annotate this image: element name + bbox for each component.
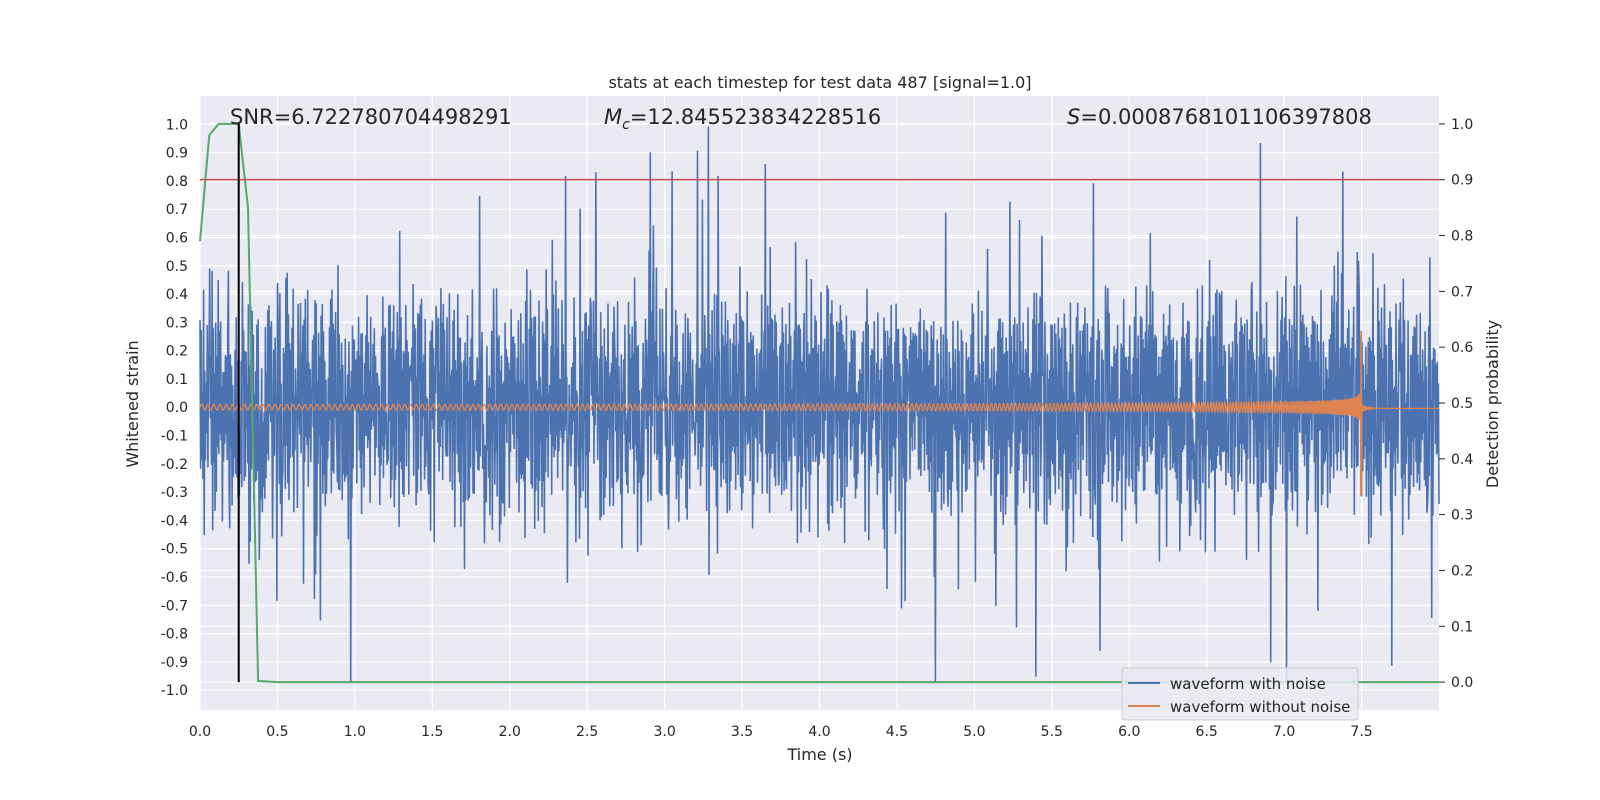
series-line-waveform-without-noise [199, 330, 1439, 496]
y2-tick-labels: 1.0 0.9 0.8 0.7 0.6 0.5 0.4 0.3 0.2 0.1 0.0 [1439, 117, 1473, 691]
y2-tick-label: 0.3 [1451, 508, 1473, 524]
y2-tick-label: 0.5 [1451, 396, 1473, 412]
y-tick-label: -0.7 [161, 598, 188, 614]
y-tick-label: -0.6 [161, 570, 188, 586]
x-tick-label: 2.0 [499, 724, 521, 740]
series-line-waveform-with-noise [199, 126, 1440, 683]
x-tick-label: 3.5 [731, 724, 753, 740]
x-tick-label: 7.5 [1350, 724, 1372, 740]
x-tick-label: 4.0 [808, 724, 830, 740]
annotation-mc-value: =12.845523834228516 [630, 105, 881, 129]
y-tick-label: -0.9 [161, 655, 188, 671]
annotation-s: S=0.0008768101106397808 [1067, 105, 1372, 129]
x-tick-label: 1.5 [421, 724, 443, 740]
y2-axis-label: Detection probability [1483, 320, 1502, 488]
y2-tick-label: 0.1 [1451, 619, 1473, 635]
y-tick-label: 0.2 [166, 344, 188, 360]
annotation-snr: SNR=6.722780704498291 [230, 105, 512, 129]
x-tick-label: 1.0 [344, 724, 366, 740]
y-tick-label: 0.1 [166, 372, 188, 388]
x-tick-label: 5.5 [1041, 724, 1063, 740]
annotation-s-value: =0.0008768101106397808 [1080, 105, 1372, 129]
y-tick-label: 0.6 [166, 230, 188, 246]
legend-box [1121, 667, 1359, 721]
legend-label-waveform-with-noise: waveform with noise [1170, 675, 1326, 693]
annotation-mc-symbol: M [604, 105, 622, 129]
annotation-s-symbol: S [1067, 105, 1080, 129]
y-axis-label: Whitened strain [123, 340, 142, 467]
y-tick-label: 0.9 [166, 146, 188, 162]
x-tick-label: 4.5 [886, 724, 908, 740]
y2-tick-label: 0.0 [1451, 675, 1473, 691]
x-tick-label: 3.0 [653, 724, 675, 740]
y-tick-labels: 1.0 0.9 0.8 0.7 0.6 0.5 0.4 0.3 0.2 0.1 0.0 -0.1 -0.… [161, 117, 188, 699]
x-tick-label: 5.0 [963, 724, 985, 740]
y2-tick-label: 0.7 [1451, 284, 1473, 300]
legend-label-waveform-without-noise: waveform without noise [1170, 698, 1350, 716]
y-tick-label: -0.3 [161, 485, 188, 501]
x-tick-label: 7.0 [1273, 724, 1295, 740]
chart-title: stats at each timestep for test data 487… [608, 73, 1031, 92]
y-tick-label: -0.4 [161, 513, 188, 529]
y2-tick-label: 0.9 [1451, 173, 1473, 189]
y2-tick-label: 1.0 [1451, 117, 1473, 133]
y2-tick-label: 0.8 [1451, 229, 1473, 245]
annotation-mc: Mc=12.845523834228516 [604, 105, 881, 133]
y-tick-label: -0.2 [161, 457, 188, 473]
x-tick-label: 2.5 [576, 724, 598, 740]
annotation-mc-sub: c [622, 117, 630, 133]
x-tick-labels: 0.0 0.5 1.0 1.5 2.0 2.5 3.0 3.5 4.0 4.5 5.0 5.5 6.0 6… [189, 724, 1373, 740]
y-tick-label: 0.3 [166, 315, 188, 331]
y2-tick-label: 0.6 [1451, 340, 1473, 356]
y-tick-label: 1.0 [166, 117, 188, 133]
y-tick-label: 0.7 [166, 202, 188, 218]
x-axis-label: Time (s) [786, 745, 852, 764]
y-tick-label: 0.0 [166, 400, 188, 416]
y-tick-label: 0.4 [166, 287, 188, 303]
y-tick-label: 0.5 [166, 259, 188, 275]
x-tick-label: 6.0 [1118, 724, 1140, 740]
y2-tick-label: 0.4 [1451, 452, 1473, 468]
series-waveform-with-noise [199, 126, 1440, 683]
x-tick-label: 0.0 [189, 724, 211, 740]
y-tick-label: -0.1 [161, 429, 188, 445]
y-tick-label: -0.8 [161, 627, 188, 643]
y-tick-label: -0.5 [161, 542, 188, 558]
series-waveform-without-noise [199, 330, 1439, 496]
y-tick-label: -1.0 [161, 683, 188, 699]
x-tick-label: 0.5 [266, 724, 288, 740]
x-tick-label: 6.5 [1196, 724, 1218, 740]
y2-tick-label: 0.2 [1451, 563, 1473, 579]
y-tick-label: 0.8 [166, 174, 188, 190]
legend[interactable]: waveform with noise waveform without noi… [1121, 667, 1359, 721]
